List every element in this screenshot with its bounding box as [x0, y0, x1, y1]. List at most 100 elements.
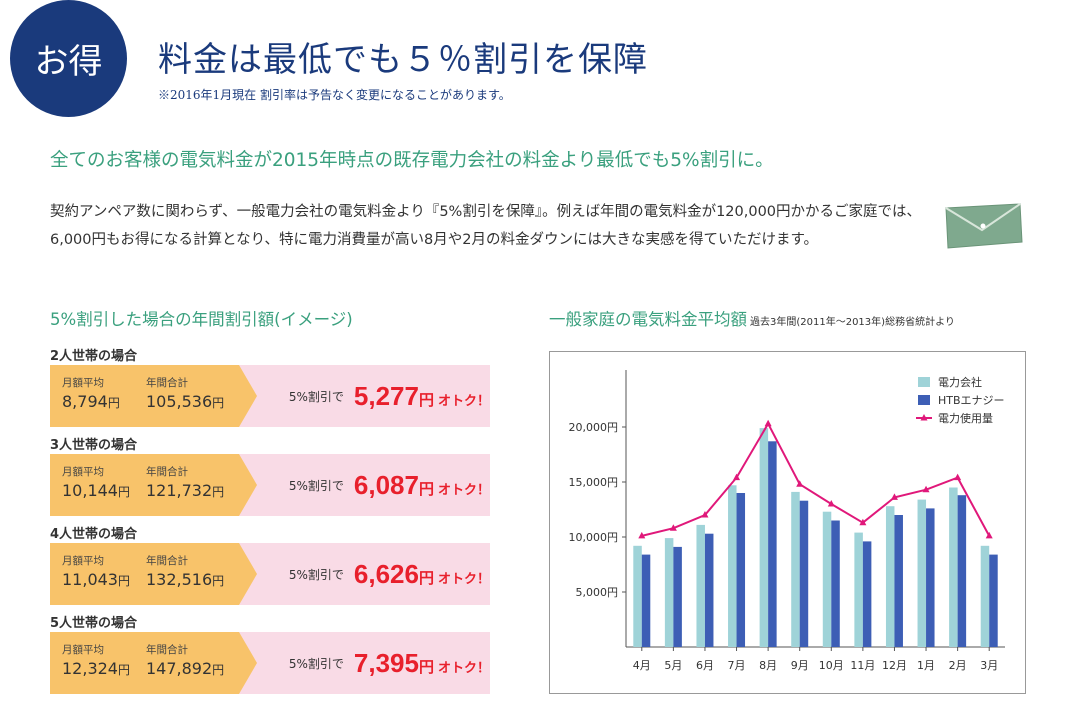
page-title: 料金は最低でも５％割引を保障: [158, 40, 648, 80]
usage-point: [796, 480, 804, 487]
bar: [759, 428, 769, 647]
usage-point: [922, 485, 930, 493]
household-cost-panel: 月額平均 10,144円 年間合計 121,732円: [50, 454, 257, 516]
bar: [957, 495, 967, 647]
usage-point: [701, 511, 709, 518]
saving-value: 7,395: [353, 647, 419, 678]
annual-caption: 年間合計: [146, 466, 188, 478]
discount-section-title: 5%割引した場合の年間割引額(イメージ): [50, 310, 353, 329]
bar: [917, 499, 927, 647]
bar: [704, 533, 714, 647]
x-tick-label: 7月: [728, 659, 746, 672]
household-label: 5人世帯の場合: [50, 616, 138, 631]
otoku-label: オトク！: [437, 659, 490, 675]
monthly-caption: 月額平均: [62, 377, 104, 389]
household-block: 2人世帯の場合 月額平均 8,794円 年間合計 105,536円 5%割引で 5,…: [50, 345, 490, 427]
bar: [854, 532, 863, 647]
annual-value: 147,892: [146, 659, 213, 678]
monthly-caption: 月額平均: [62, 555, 104, 567]
monthly-value: 12,324: [62, 659, 118, 678]
household-label: 2人世帯の場合: [50, 349, 138, 364]
usage-point: [954, 473, 962, 481]
household-label: 3人世帯の場合: [50, 438, 138, 453]
bar: [799, 500, 809, 647]
annual-caption: 年間合計: [146, 644, 188, 656]
legend-swatch: [918, 395, 930, 405]
discount-label: 5%割引で: [288, 656, 344, 671]
household-block: 4人世帯の場合 月額平均 11,043円 年間合計 132,516円 5%割引で 6…: [50, 523, 490, 605]
bar: [894, 515, 903, 647]
usage-point: [890, 493, 898, 500]
annual-value: 132,516: [146, 570, 213, 589]
x-tick-label: 11月: [850, 659, 875, 672]
x-tick-label: 5月: [664, 659, 682, 672]
yen-unit: 円: [117, 663, 130, 677]
monthly-value: 11,043: [62, 570, 118, 589]
legend-label: 電力会社: [938, 375, 982, 389]
x-tick-label: 2月: [949, 659, 967, 672]
lead-text: 全てのお客様の電気料金が2015年時点の既存電力会社の料金より最低でも5%割引に…: [50, 150, 774, 171]
deal-badge: お得: [10, 0, 127, 117]
yen-unit: 円: [212, 485, 225, 499]
household-cost-panel: 月額平均 12,324円 年間合計 147,892円: [50, 632, 257, 694]
household-saving-panel: 5%割引で 6,626円 オトク！: [238, 543, 490, 605]
monthly-caption: 月額平均: [62, 466, 104, 478]
yen-unit: 円: [107, 396, 120, 410]
bar: [831, 520, 840, 647]
annual-value: 105,536: [146, 392, 213, 411]
household-saving-panel: 5%割引で 7,395円 オトク！: [238, 632, 490, 694]
yen-unit: 円: [117, 574, 130, 588]
bar: [980, 545, 990, 647]
y-tick-label: 10,000円: [569, 531, 619, 544]
chart-panel: 5,000円 10,000円 15,000円 20,000円 4月 5月 6月 7月 8月 9月 1…: [549, 351, 1026, 694]
y-tick-label: 20,000円: [569, 421, 619, 434]
bar: [926, 508, 935, 647]
usage-point: [669, 524, 677, 531]
usage-point: [985, 531, 993, 539]
bar: [736, 493, 746, 647]
x-tick-label: 10月: [819, 659, 844, 672]
yen-unit: 円: [418, 569, 434, 587]
otoku-label: オトク！: [437, 570, 490, 586]
bar: [862, 541, 872, 647]
annual-caption: 年間合計: [146, 377, 188, 389]
household-cost-panel: 月額平均 8,794円 年間合計 105,536円: [50, 365, 257, 427]
yen-unit: 円: [117, 485, 130, 499]
yen-unit: 円: [418, 391, 434, 409]
usage-point: [764, 419, 772, 427]
household-row: 月額平均 11,043円 年間合計 132,516円 5%割引で 6,626円 オトク…: [50, 543, 490, 605]
usage-point: [859, 518, 867, 526]
usage-point: [733, 473, 741, 481]
discount-label: 5%割引で: [288, 389, 344, 404]
bar: [989, 554, 998, 647]
x-tick-label: 4月: [633, 659, 651, 672]
household-row: 月額平均 10,144円 年間合計 121,732円 5%割引で 6,087円 オトク…: [50, 454, 490, 516]
usage-point: [638, 531, 646, 539]
electricity-cost-chart: 5,000円 10,000円 15,000円 20,000円 4月 5月 6月 7月 8月 9月 1…: [569, 370, 1005, 672]
wallet-icon: [945, 203, 1023, 249]
x-tick-label: 8月: [759, 659, 777, 672]
x-tick-label: 9月: [791, 659, 809, 672]
household-saving-panel: 5%割引で 6,087円 オトク！: [238, 454, 490, 516]
bar: [949, 487, 958, 647]
yen-unit: 円: [212, 663, 225, 677]
saving-value: 6,626: [353, 558, 419, 589]
household-saving-panel: 5%割引で 5,277円 オトク！: [238, 365, 490, 427]
yen-unit: 円: [418, 480, 434, 498]
household-label: 4人世帯の場合: [50, 527, 138, 542]
y-tick-label: 15,000円: [569, 476, 619, 489]
body-text: 契約アンペア数に関わらず、一般電力会社の電気料金より『5%割引を保障』。例えば年…: [50, 204, 922, 248]
saving-value: 6,087: [353, 469, 419, 500]
otoku-label: オトク！: [437, 392, 490, 408]
y-tick-label: 5,000円: [576, 586, 619, 599]
bar: [791, 491, 800, 647]
household-block: 5人世帯の場合 月額平均 12,324円 年間合計 147,892円 5%割引で 7…: [50, 612, 490, 694]
monthly-value: 10,144: [62, 481, 118, 500]
bar: [696, 524, 705, 647]
household-block: 3人世帯の場合 月額平均 10,144円 年間合計 121,732円 5%割引で 6…: [50, 434, 490, 516]
usage-point: [827, 500, 835, 507]
annual-caption: 年間合計: [146, 555, 188, 567]
yen-unit: 円: [212, 574, 225, 588]
bar: [633, 545, 642, 647]
bar: [641, 554, 651, 647]
